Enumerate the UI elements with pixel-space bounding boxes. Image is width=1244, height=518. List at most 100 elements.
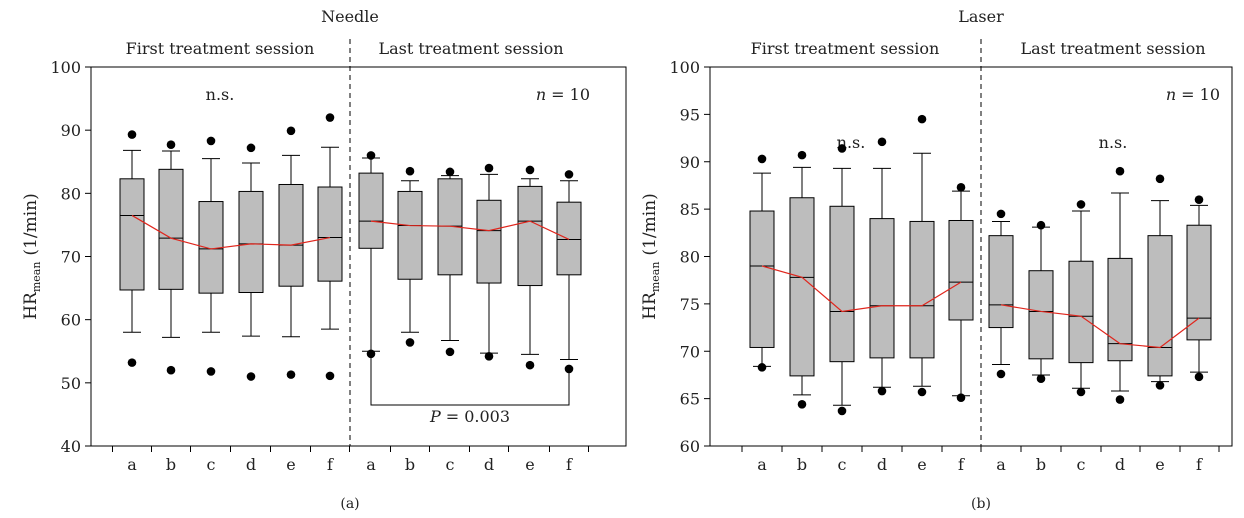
box-iqr [437,178,463,276]
outlier-point [166,140,176,149]
x-tick-label: b [166,455,176,474]
y-axis-label-sub: mean [30,262,43,293]
box-last-c [1068,200,1094,397]
outlier-point [286,126,296,136]
box-iqr [1107,257,1133,362]
box-iqr [1068,260,1094,364]
x-tick-label: f [958,455,965,474]
y-tick-label: 70 [61,248,81,267]
outlier-point [564,170,574,179]
outlier-point [525,165,535,175]
box-iqr [556,201,582,276]
box-iqr [238,190,264,294]
y-tick-label: 60 [61,311,81,330]
y-axis-label: HRmean (1/min) [21,193,43,320]
box-iqr [1028,270,1054,360]
outlier-point [206,367,216,376]
outlier-point [1155,174,1165,184]
box-iqr [119,178,145,291]
group-label: Last treatment session [378,39,563,58]
x-tick-label: b [1036,455,1046,474]
y-tick-label: 80 [680,248,700,267]
box-last-f [556,170,582,374]
sample-size-value: = 10 [1181,85,1220,104]
box-iqr [829,205,855,363]
group-label: Last treatment session [1020,39,1205,58]
median-trend-line [131,214,331,250]
panel-caption: (a) [340,496,359,512]
outlier-point [445,167,455,177]
outlier-point [325,371,335,381]
outlier-point [206,136,216,146]
y-tick-label: 100 [50,58,81,77]
outlier-point [246,143,256,153]
outlier-point [166,365,176,375]
outlier-point [445,347,455,357]
box-iqr [1147,235,1173,377]
box-first-d [238,143,264,381]
box-iqr [317,186,343,282]
p-value-label: P = 0.003 [429,407,510,426]
box-first-a [749,154,775,372]
sample-size-label: n = 10 [1166,85,1220,104]
box-iqr [988,235,1014,329]
y-axis-label-unit: (1/min) [640,193,660,255]
box-first-c [198,136,224,376]
box-iqr [397,190,423,280]
sample-size-value: = 10 [551,85,590,104]
outlier-point [1036,374,1046,384]
box-iqr [158,168,184,290]
x-tick-label: c [207,455,216,474]
box-last-c [437,167,463,357]
box-iqr [909,220,935,359]
significance-annotation: n.s. [1099,133,1128,152]
outlier-point [1115,395,1125,404]
box-first-d [869,137,895,396]
x-tick-label: e [286,455,295,474]
box-first-f [948,183,974,402]
box-iqr [869,218,895,359]
x-tick-label: a [366,455,376,474]
x-tick-label: e [1155,455,1164,474]
x-tick-label: c [838,455,847,474]
y-tick-label: 65 [680,390,700,409]
box-last-b [1028,220,1054,384]
chart-panel-needle: Needle 40 50 60 70 80 90 100 HRmean (1/min) First … [21,7,627,512]
x-tick-label: e [917,455,926,474]
box-iqr [278,183,304,287]
outlier-point [1076,387,1086,397]
sample-size-var: n [1166,85,1176,104]
outlier-point [917,387,927,397]
median-trend-line [1000,304,1200,349]
outlier-point [1194,372,1204,382]
outlier-point [956,183,966,192]
p-value-value: = 0.003 [446,407,510,426]
panel-caption: (b) [971,496,991,512]
y-tick-label: 75 [680,295,700,314]
outlier-point [286,370,296,379]
x-tick-label: f [566,455,573,474]
outlier-point [525,360,535,370]
group-label: First treatment session [126,39,315,58]
box-last-a [988,209,1014,379]
outlier-point [996,209,1006,219]
y-tick-label: 85 [680,200,700,219]
outlier-point [956,393,966,402]
box-iqr [1186,224,1212,341]
outlier-point [757,154,767,164]
outlier-point [325,113,335,122]
y-tick-label: 90 [61,121,81,140]
box-first-e [909,114,935,397]
box-iqr [358,172,384,249]
x-tick-label: f [1196,455,1203,474]
x-tick-label: a [127,455,137,474]
outlier-point [757,363,767,372]
box-iqr [948,219,974,321]
sample-size-label: n = 10 [536,85,590,104]
x-tick-label: c [446,455,455,474]
y-axis-label-sub: mean [649,262,662,293]
outlier-point [484,163,494,173]
y-tick-label: 50 [61,374,81,393]
box-iqr [476,199,502,284]
